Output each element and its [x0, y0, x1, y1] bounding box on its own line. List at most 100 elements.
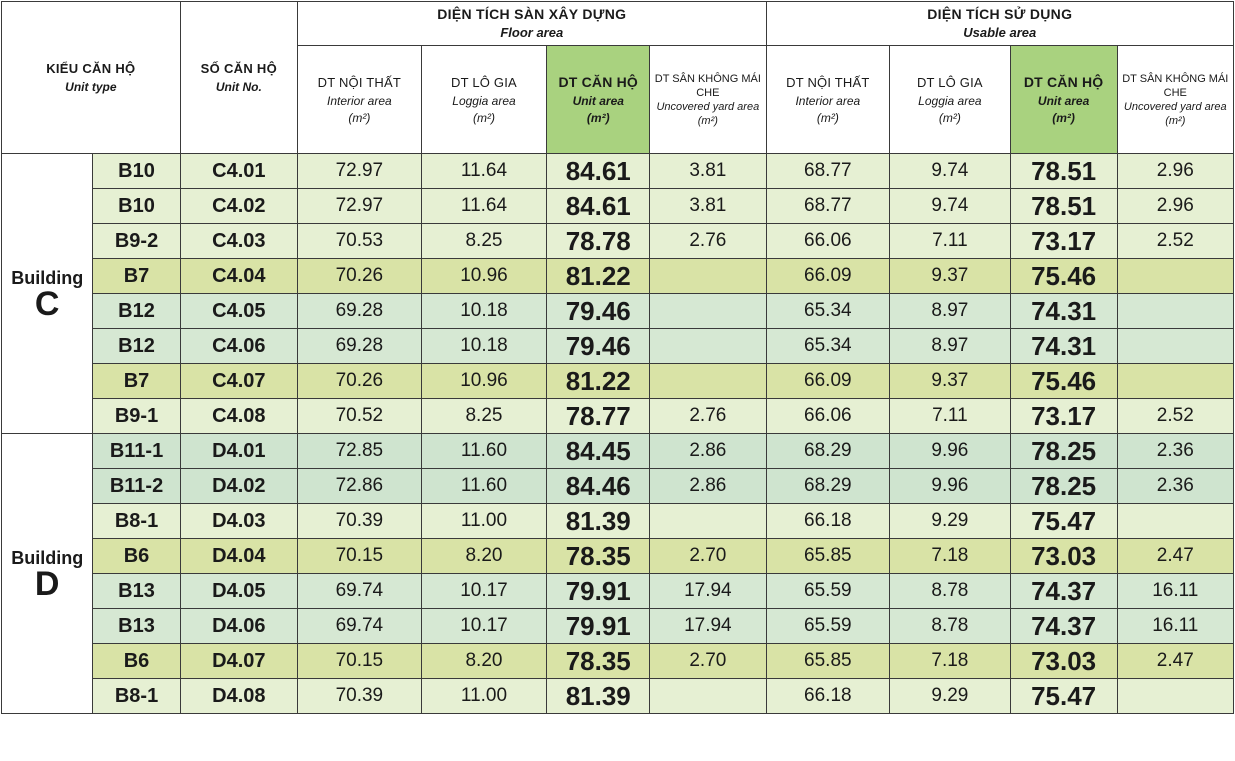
unit-no-cell: D4.05 — [179, 573, 299, 609]
usable-interior-cell: 66.06 — [765, 223, 891, 259]
col-unit: (m²) — [472, 110, 495, 125]
floor-yard-cell — [649, 293, 767, 329]
floor-unit-cell: 78.77 — [546, 398, 651, 434]
usable-loggia-cell: 7.18 — [889, 538, 1011, 574]
unit-type-cell: B10 — [92, 153, 181, 189]
floor-unit-cell: 79.46 — [546, 328, 651, 364]
unit-type-cell: B11-1 — [92, 433, 181, 469]
unit-no-cell: D4.03 — [179, 503, 299, 539]
floor-unit-cell: 78.35 — [546, 538, 651, 574]
building-letter: D — [34, 565, 60, 603]
usable-loggia-cell: 9.29 — [889, 678, 1011, 714]
usable-loggia-cell: 9.74 — [889, 188, 1011, 224]
unit-no-cell: C4.05 — [179, 293, 299, 329]
unit-type-cell: B7 — [92, 363, 181, 399]
usable-interior-cell: 65.59 — [765, 573, 891, 609]
building-label: Building D — [0, 433, 94, 714]
floor-area-header-main: DIỆN TÍCH SÀN XÂY DỰNG — [437, 5, 627, 22]
table-row: B12 C4.06 69.28 10.18 79.46 65.34 8.97 74.31 — [2, 328, 1235, 364]
col-title: DT CĂN HỘ — [558, 74, 639, 90]
usable-interior-cell: 68.77 — [765, 153, 891, 189]
col-title: DT SÂN KHÔNG MÁI CHE — [654, 72, 761, 99]
floor-unit-cell: 84.61 — [546, 153, 651, 189]
usable-loggia-cell: 8.97 — [889, 293, 1011, 329]
usable-unit-cell: 74.31 — [1009, 328, 1118, 364]
usable-loggia-cell: 8.78 — [889, 573, 1011, 609]
unit-type-cell: B10 — [92, 188, 181, 224]
floor-yard-cell: 2.86 — [649, 468, 767, 504]
usable-yard-cell: 16.11 — [1116, 573, 1235, 609]
unit-no-cell: C4.03 — [179, 223, 299, 259]
usable-unit-cell: 75.47 — [1009, 678, 1118, 714]
usable-unit-area-header: DT CĂN HỘ Unit area (m²) — [1009, 45, 1118, 154]
floor-yard-cell: 17.94 — [649, 573, 767, 609]
usable-area-header: DIỆN TÍCH SỬ DỤNG Usable area — [765, 1, 1235, 46]
usable-unit-cell: 74.37 — [1009, 573, 1118, 609]
building-word: Building — [11, 548, 84, 568]
usable-loggia-cell: 7.11 — [889, 398, 1011, 434]
usable-unit-cell: 74.31 — [1009, 293, 1118, 329]
table-row: B13 D4.05 69.74 10.17 79.91 17.94 65.59 8.78 74.… — [2, 573, 1235, 609]
usable-interior-cell: 66.06 — [765, 398, 891, 434]
unit-type-cell: B6 — [92, 643, 181, 679]
usable-yard-cell: 2.96 — [1116, 188, 1235, 224]
unit-no-cell: C4.04 — [179, 258, 299, 294]
floor-interior-cell: 69.28 — [297, 293, 422, 329]
usable-interior-cell: 66.09 — [765, 363, 891, 399]
table-row: Building D B11-1 D4.01 72.85 11.60 84.45 2.86 68… — [0, 433, 1235, 714]
floor-loggia-cell: 10.96 — [420, 363, 548, 399]
unit-type-cell: B7 — [92, 258, 181, 294]
table-row: B7 C4.04 70.26 10.96 81.22 66.09 9.37 75.46 — [2, 258, 1235, 294]
unit-no-cell: D4.04 — [179, 538, 299, 574]
floor-yard-cell — [649, 258, 767, 294]
table-row: B13 D4.06 69.74 10.17 79.91 17.94 65.59 8.78 74.… — [2, 608, 1235, 644]
usable-yard-cell: 2.52 — [1116, 223, 1235, 259]
col-subtitle: Unit area — [572, 94, 624, 108]
floor-interior-cell: 69.74 — [297, 573, 422, 609]
usable-yard-cell: 2.36 — [1116, 433, 1235, 469]
floor-loggia-cell: 10.17 — [420, 608, 548, 644]
floor-yard-cell: 17.94 — [649, 608, 767, 644]
usable-unit-cell: 78.25 — [1009, 468, 1118, 504]
table-body: Building C B10 C4.01 72.97 11.64 84.61 3.81 68.7… — [0, 153, 1235, 714]
unit-no-cell: C4.07 — [179, 363, 299, 399]
floor-unit-cell: 81.39 — [546, 678, 651, 714]
col-title: DT LÔ GIA — [451, 74, 517, 90]
usable-loggia-cell: 7.11 — [889, 223, 1011, 259]
unit-type-cell: B12 — [92, 293, 181, 329]
unit-type-cell: B8-1 — [92, 678, 181, 714]
usable-interior-area-header: DT NỘI THẤT Interior area (m²) — [765, 45, 891, 154]
col-subtitle: Interior area — [326, 93, 392, 108]
floor-interior-cell: 70.52 — [297, 398, 422, 434]
table-row: B6 D4.07 70.15 8.20 78.35 2.70 65.85 7.18 73.03 2… — [2, 643, 1235, 679]
floor-loggia-cell: 10.18 — [420, 328, 548, 364]
usable-interior-cell: 65.85 — [765, 643, 891, 679]
unit-no-header: SỐ CĂN HỘ Unit No. — [179, 1, 299, 154]
floor-unit-cell: 79.91 — [546, 608, 651, 644]
building-letter: C — [34, 285, 60, 323]
floor-yard-cell: 3.81 — [649, 188, 767, 224]
usable-interior-cell: 68.29 — [765, 433, 891, 469]
col-unit: (m²) — [938, 110, 961, 125]
floor-loggia-cell: 11.64 — [420, 188, 548, 224]
usable-unit-cell: 73.17 — [1009, 398, 1118, 434]
floor-yard-cell: 2.70 — [649, 538, 767, 574]
col-title: DT SÂN KHÔNG MÁI CHE — [1122, 72, 1229, 99]
floor-interior-cell: 70.39 — [297, 503, 422, 539]
usable-unit-cell: 75.47 — [1009, 503, 1118, 539]
floor-loggia-cell: 10.18 — [420, 293, 548, 329]
usable-loggia-cell: 9.37 — [889, 363, 1011, 399]
col-title: DT LÔ GIA — [916, 74, 983, 90]
usable-interior-cell: 66.09 — [765, 258, 891, 294]
usable-unit-cell: 78.51 — [1009, 153, 1118, 189]
table-row: B8-1 D4.03 70.39 11.00 81.39 66.18 9.29 75.47 — [2, 503, 1235, 539]
table-row: B11-2 D4.02 72.86 11.60 84.46 2.86 68.29 9.96 78… — [2, 468, 1235, 504]
usable-interior-cell: 68.77 — [765, 188, 891, 224]
unit-type-cell: B6 — [92, 538, 181, 574]
building-word: Building — [11, 268, 84, 288]
col-unit: (m²) — [586, 111, 610, 125]
col-subtitle: Uncovered yard area (m²) — [1123, 100, 1227, 127]
unit-type-header: KIỂU CĂN HỘ Unit type — [1, 1, 181, 154]
table-row: Building C B10 C4.01 72.97 11.64 84.61 3.81 68.7… — [0, 153, 1235, 434]
unit-type-cell: B8-1 — [92, 503, 181, 539]
